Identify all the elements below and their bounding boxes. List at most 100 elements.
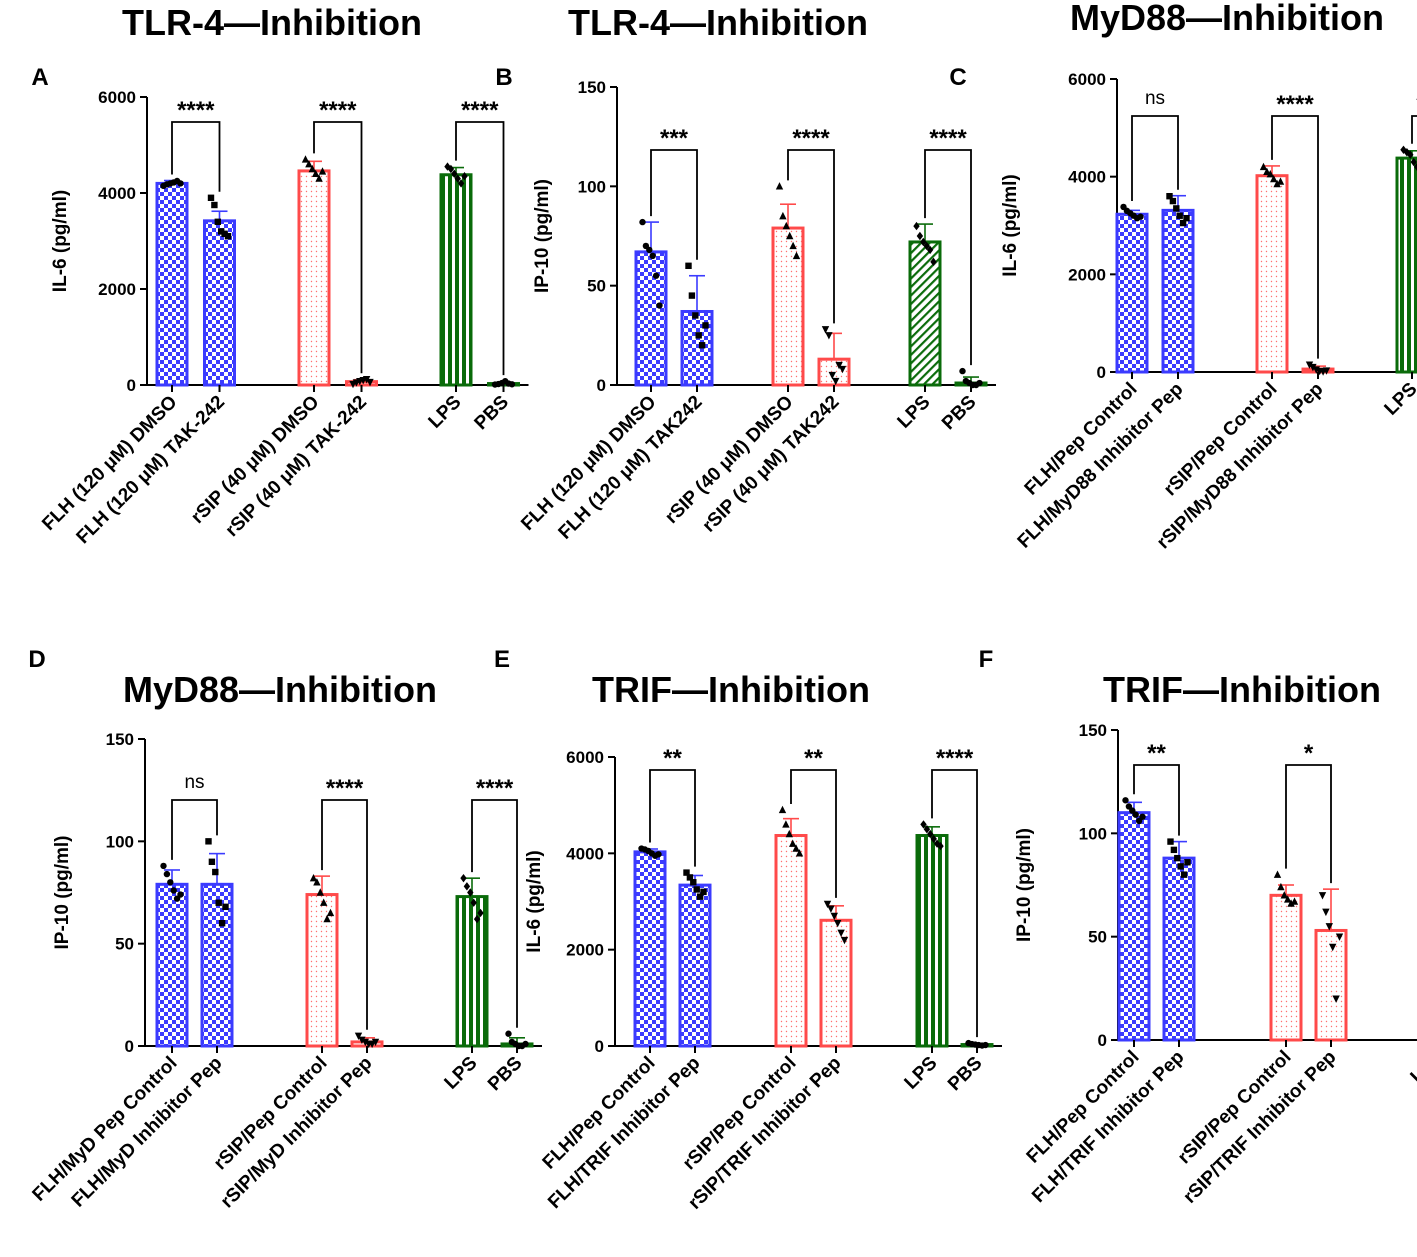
y-tick-label: 6000 [1068, 70, 1106, 89]
data-point [920, 237, 927, 247]
data-point [1287, 899, 1295, 907]
data-point [933, 839, 941, 848]
significance-label: **** [792, 125, 830, 152]
data-point [913, 221, 920, 231]
significance-bracket [650, 149, 698, 260]
significance-bracket [1131, 115, 1179, 201]
significance-label: **** [476, 775, 514, 802]
bar [305, 893, 339, 1048]
data-point [1273, 179, 1281, 188]
data-point [473, 914, 481, 924]
data-point [656, 302, 663, 309]
data-point [218, 920, 226, 927]
category-label: PBS [944, 1053, 986, 1095]
data-point [789, 839, 797, 847]
data-point [1322, 367, 1331, 375]
data-point [1259, 162, 1268, 171]
category-label: PBS [471, 392, 513, 434]
data-point [371, 1038, 380, 1047]
data-point [649, 252, 656, 260]
chart-title: TRIF—Inhibition [592, 669, 870, 710]
data-point [208, 858, 216, 865]
data-point [1407, 150, 1414, 159]
data-point [1284, 895, 1292, 903]
chart-title: TLR-4—Inhibition [568, 2, 868, 43]
data-point [982, 1041, 989, 1049]
y-tick-label: 150 [1079, 721, 1107, 740]
data-point [789, 241, 797, 250]
y-tick-label: 0 [1098, 1031, 1107, 1050]
y-tick-label: 6000 [566, 748, 604, 767]
y-tick-label: 50 [587, 277, 606, 296]
data-point [686, 874, 694, 881]
data-point [792, 251, 801, 260]
data-point [835, 361, 843, 370]
category-label: LPS [894, 392, 935, 433]
data-point [211, 201, 218, 209]
data-point [361, 1038, 369, 1047]
y-tick-label: 0 [125, 1037, 134, 1056]
bar [1395, 156, 1417, 374]
data-point [923, 241, 930, 251]
data-point [832, 377, 840, 386]
data-point [785, 829, 793, 838]
y-tick-label: 100 [578, 177, 606, 196]
significance-label: *** [660, 125, 689, 152]
significance-bracket [1285, 764, 1332, 884]
data-point [683, 869, 690, 876]
y-tick-label: 2000 [98, 280, 136, 299]
data-point [366, 378, 374, 387]
data-point [305, 160, 313, 168]
significance-label: **** [1276, 91, 1314, 118]
data-point [695, 332, 702, 339]
data-point [823, 900, 832, 909]
y-tick-label: 0 [595, 1037, 604, 1056]
data-point [1276, 177, 1285, 185]
data-point [920, 820, 927, 829]
panel-letter: E [494, 646, 510, 673]
data-point [1322, 908, 1330, 917]
data-point [830, 912, 838, 921]
data-point [177, 891, 184, 898]
data-point [1270, 174, 1278, 183]
significance-label: ns [184, 772, 204, 793]
data-point [467, 888, 474, 897]
data-point [837, 929, 845, 938]
bar [774, 834, 808, 1048]
data-point [698, 342, 706, 349]
data-point [827, 905, 835, 913]
bar [1162, 856, 1196, 1042]
chart-title: MyD88—Inhibition [1070, 0, 1384, 38]
significance-label: * [1304, 740, 1314, 767]
data-point [685, 262, 692, 269]
chart-panel-a: TLR-4—Inhibition A 0 2000 4000 6000 IL-6 (pg/m… [31, 2, 529, 548]
chart-panel-c: MyD88—Inhibition C 0 2000 4000 6000 IL-6 (pg/m… [949, 0, 1417, 553]
data-point [212, 868, 219, 876]
data-point [451, 169, 458, 178]
data-point [916, 231, 924, 241]
panel-letter: C [949, 64, 966, 91]
data-point [460, 873, 467, 883]
data-point [1176, 212, 1183, 219]
data-point [959, 367, 966, 375]
y-tick-label: 2000 [1068, 265, 1106, 284]
y-tick-label: 2000 [566, 941, 604, 960]
bar [915, 834, 949, 1048]
data-point [779, 211, 787, 220]
data-point [1280, 891, 1288, 899]
bar [297, 169, 331, 387]
data-point [522, 1040, 529, 1048]
significance-bracket [1133, 764, 1180, 836]
data-point [167, 879, 174, 886]
data-point [1277, 882, 1285, 891]
bar [1255, 174, 1289, 374]
data-point [320, 898, 328, 906]
data-point [834, 919, 842, 928]
data-point [1273, 870, 1282, 878]
y-tick-label: 6000 [98, 88, 136, 107]
data-point [354, 1032, 363, 1040]
data-point [1332, 995, 1340, 1003]
y-tick-label: 4000 [98, 184, 136, 203]
panels: TLR-4—Inhibition A 0 2000 4000 6000 IL-6 (pg/m… [28, 0, 1417, 1214]
